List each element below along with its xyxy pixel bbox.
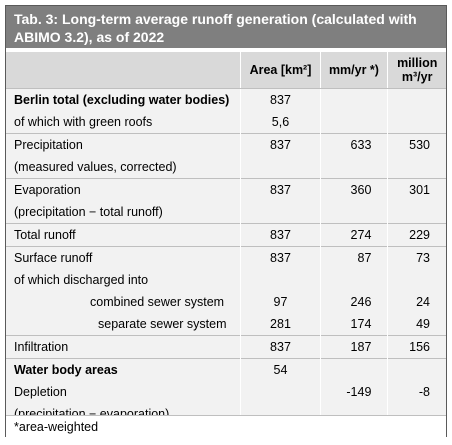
footnote: *area-weighted: [6, 415, 446, 437]
header-area: Area [km²]: [240, 52, 321, 89]
table-row: Precipitation 837 633 530: [6, 133, 446, 156]
row-label: Infiltration: [6, 335, 241, 359]
cell-mm: 187: [320, 335, 389, 359]
table-row: (measured values, corrected): [6, 156, 446, 179]
table-row: Surface runoff 837 87 73: [6, 246, 446, 269]
cell-area: 837: [240, 223, 321, 247]
cell-area: [240, 201, 321, 224]
row-label: Berlin total (excluding water bodies): [6, 88, 241, 111]
row-label: of which discharged into: [6, 269, 241, 291]
cell-mm: [320, 269, 389, 291]
cell-million: [387, 201, 446, 224]
row-label: combined sewer system: [6, 291, 241, 313]
cell-area: 97: [240, 291, 321, 313]
cell-million: 73: [387, 246, 446, 269]
cell-mm: 174: [320, 313, 389, 336]
cell-mm: [320, 111, 389, 134]
table-row: combined sewer system 97 246 24: [6, 291, 446, 313]
row-label: Surface runoff: [6, 246, 241, 269]
table-title: Tab. 3: Long-term average runoff generat…: [6, 6, 446, 48]
cell-million: 530: [387, 133, 446, 156]
cell-million: [387, 156, 446, 179]
table-row: separate sewer system 281 174 49: [6, 313, 446, 336]
cell-mm: [320, 156, 389, 179]
cell-area: 54: [240, 358, 321, 381]
cell-mm: 633: [320, 133, 389, 156]
cell-mm: [320, 201, 389, 224]
cell-million: -8: [387, 381, 446, 403]
cell-mm: [320, 358, 389, 381]
cell-area: 837: [240, 88, 321, 111]
row-label: (measured values, corrected): [6, 156, 241, 179]
row-label: (precipitation − total runoff): [6, 201, 241, 224]
cell-area: [240, 381, 321, 403]
header-blank-cell: [6, 52, 241, 89]
table-row: of which discharged into: [6, 269, 446, 291]
cell-mm: -149: [320, 381, 389, 403]
cell-million: 301: [387, 178, 446, 201]
cell-million: 229: [387, 223, 446, 247]
header-row: Area [km²] mm/yr *) million m³/yr: [6, 52, 446, 89]
cell-area: 837: [240, 335, 321, 359]
table-row: Evaporation 837 360 301: [6, 178, 446, 201]
cell-area: [240, 269, 321, 291]
cell-million: [387, 88, 446, 111]
row-label: Total runoff: [6, 223, 241, 247]
cell-area: 5,6: [240, 111, 321, 134]
cell-million: 24: [387, 291, 446, 313]
cell-million: 49: [387, 313, 446, 336]
cell-mm: 87: [320, 246, 389, 269]
cell-mm: [320, 88, 389, 111]
row-label: separate sewer system: [6, 313, 241, 336]
cell-area: 837: [240, 178, 321, 201]
row-label: Precipitation: [6, 133, 241, 156]
row-label: Evaporation: [6, 178, 241, 201]
table-row: (precipitation − total runoff): [6, 201, 446, 224]
cell-mm: 274: [320, 223, 389, 247]
table-row: of which with green roofs 5,6: [6, 111, 446, 134]
cell-million: [387, 269, 446, 291]
header-million-m3: million m³/yr: [387, 52, 446, 89]
header-mm-per-year: mm/yr *): [319, 52, 389, 89]
table-row: Infiltration 837 187 156: [6, 335, 446, 359]
row-label: Water body areas: [6, 358, 241, 381]
row-label: of which with green roofs: [6, 111, 241, 134]
cell-million: [387, 358, 446, 381]
runoff-table: Area [km²] mm/yr *) million m³/yr Berlin…: [6, 52, 446, 425]
cell-million: 156: [387, 335, 446, 359]
table-row: Berlin total (excluding water bodies) 83…: [6, 88, 446, 111]
cell-mm: 360: [320, 178, 389, 201]
cell-mm: 246: [320, 291, 389, 313]
table-row: Depletion -149 -8: [6, 381, 446, 403]
row-label: Depletion: [6, 381, 241, 403]
cell-million: [387, 111, 446, 134]
cell-area: 837: [240, 246, 321, 269]
table-row: Total runoff 837 274 229: [6, 223, 446, 247]
cell-area: 837: [240, 133, 321, 156]
table-row: Water body areas 54: [6, 358, 446, 381]
cell-area: 281: [240, 313, 321, 336]
cell-area: [240, 156, 321, 179]
